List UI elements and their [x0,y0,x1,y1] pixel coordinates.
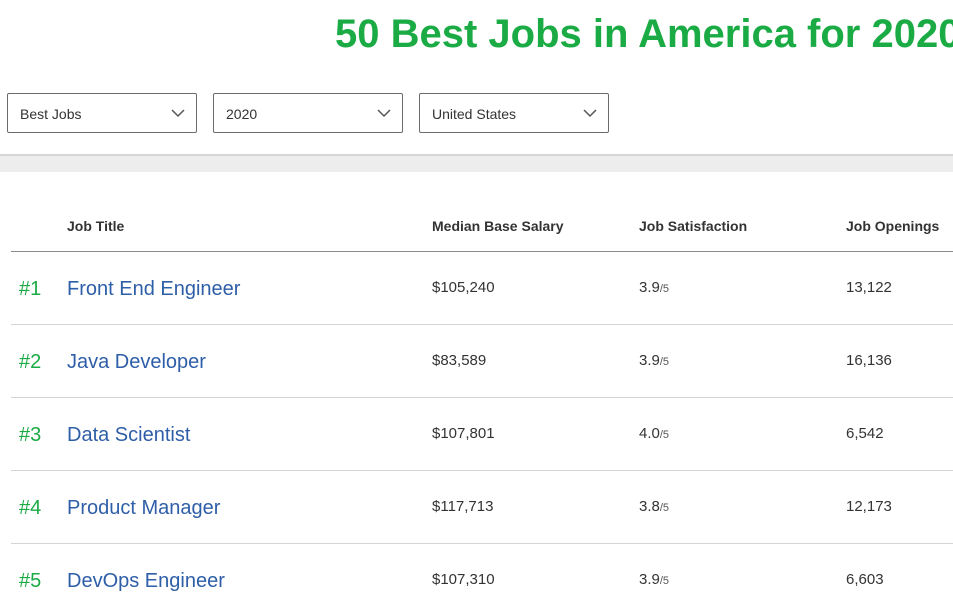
table-row: #3 Data Scientist $107,801 4.0/5 6,542 [11,398,953,471]
table-row: #2 Java Developer $83,589 3.9/5 16,136 [11,325,953,398]
table-header-divider [11,251,953,252]
job-title-link[interactable]: DevOps Engineer [67,570,225,592]
job-title-link[interactable]: Product Manager [67,497,221,519]
column-header-job-title: Job Title [67,218,125,234]
job-openings: 6,603 [846,571,884,588]
table-row: #4 Product Manager $117,713 3.8/5 12,173 [11,471,953,544]
job-openings: 13,122 [846,279,892,296]
job-salary: $107,801 [432,425,495,442]
job-rank: #1 [19,278,42,300]
column-header-openings: Job Openings [846,218,940,234]
page-title: 50 Best Jobs in America for 2020 [335,12,953,56]
job-rank: #4 [19,497,42,519]
job-salary: $83,589 [432,352,487,369]
table-row: #1 Front End Engineer $105,240 3.9/5 13,… [11,252,953,325]
job-satisfaction: 3.9/5 [639,352,669,371]
job-satisfaction-scale: /5 [659,283,670,295]
job-satisfaction: 3.8/5 [639,498,669,517]
job-rank: #2 [19,351,42,373]
country-dropdown[interactable]: United States [419,93,609,133]
job-satisfaction: 4.0/5 [639,425,669,444]
job-type-dropdown[interactable]: Best Jobs [7,93,197,133]
chevron-down-icon [171,109,185,118]
job-rank: #3 [19,424,42,446]
year-dropdown[interactable]: 2020 [213,93,403,133]
country-dropdown-value: United States [432,106,517,122]
job-title-link[interactable]: Java Developer [67,351,206,373]
job-title-link[interactable]: Front End Engineer [67,278,241,300]
table-row: #5 DevOps Engineer $107,310 3.9/5 6,603 [11,544,953,613]
job-satisfaction-score: 3.9 [639,352,660,369]
job-rank: #5 [19,570,42,592]
section-divider [0,154,953,172]
column-header-salary: Median Base Salary [432,218,564,234]
job-salary: $117,713 [432,498,494,515]
job-satisfaction-scale: /5 [659,356,670,368]
job-satisfaction-score: 3.8 [639,498,660,515]
job-openings: 12,173 [846,498,892,515]
job-openings: 16,136 [846,352,892,369]
chevron-down-icon [583,109,597,118]
job-satisfaction-scale: /5 [659,429,670,441]
job-satisfaction-scale: /5 [659,575,670,587]
job-openings: 6,542 [846,425,884,442]
column-header-satisfaction: Job Satisfaction [639,218,748,234]
job-salary: $105,240 [432,279,495,296]
job-satisfaction-score: 3.9 [639,279,660,296]
chevron-down-icon [377,109,391,118]
job-satisfaction: 3.9/5 [639,279,669,298]
job-satisfaction-scale: /5 [659,502,670,514]
job-satisfaction-score: 3.9 [639,571,660,588]
job-type-dropdown-value: Best Jobs [20,106,82,122]
job-salary: $107,310 [432,571,495,588]
job-satisfaction-score: 4.0 [639,425,660,442]
job-title-link[interactable]: Data Scientist [67,424,191,446]
job-satisfaction: 3.9/5 [639,571,669,590]
year-dropdown-value: 2020 [226,106,258,122]
